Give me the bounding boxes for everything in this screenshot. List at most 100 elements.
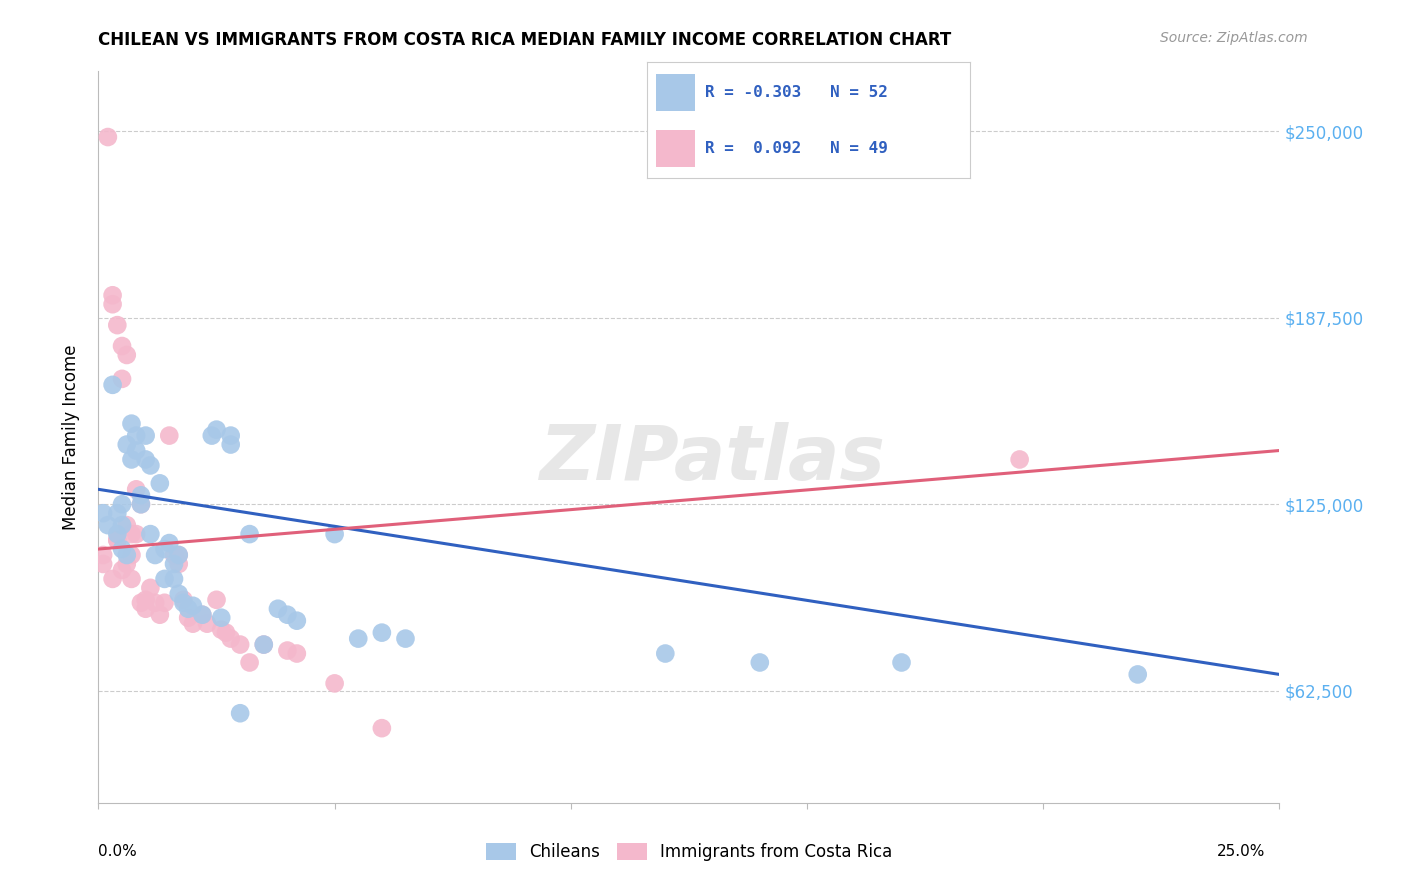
Point bbox=[229, 638, 252, 652]
Point bbox=[91, 557, 114, 571]
Point bbox=[205, 423, 228, 437]
Point bbox=[167, 548, 190, 562]
Text: Source: ZipAtlas.com: Source: ZipAtlas.com bbox=[1160, 31, 1308, 45]
Point bbox=[219, 632, 242, 646]
Point bbox=[105, 318, 128, 332]
Point bbox=[209, 623, 232, 637]
Point bbox=[135, 428, 157, 442]
Point bbox=[115, 348, 138, 362]
Point bbox=[181, 599, 204, 613]
Point bbox=[323, 676, 346, 690]
Point bbox=[129, 488, 152, 502]
Point bbox=[125, 527, 148, 541]
Point bbox=[101, 297, 124, 311]
Point bbox=[253, 638, 276, 652]
Point bbox=[347, 632, 370, 646]
Point bbox=[177, 610, 200, 624]
Text: 0.0%: 0.0% bbox=[98, 845, 138, 859]
Point bbox=[125, 443, 148, 458]
Point bbox=[153, 596, 176, 610]
Point bbox=[172, 592, 194, 607]
Point bbox=[654, 647, 676, 661]
Point bbox=[121, 548, 143, 562]
Point bbox=[1008, 452, 1031, 467]
Point bbox=[111, 518, 134, 533]
Point bbox=[157, 428, 180, 442]
Point bbox=[115, 518, 138, 533]
Point bbox=[121, 572, 143, 586]
Point bbox=[143, 548, 166, 562]
Point bbox=[129, 497, 152, 511]
Point bbox=[239, 527, 262, 541]
Point bbox=[97, 130, 120, 145]
Point bbox=[191, 607, 214, 622]
FancyBboxPatch shape bbox=[657, 129, 696, 167]
Point bbox=[111, 497, 134, 511]
Point bbox=[101, 377, 124, 392]
Point bbox=[111, 339, 134, 353]
Point bbox=[239, 656, 262, 670]
FancyBboxPatch shape bbox=[657, 74, 696, 112]
Point bbox=[371, 625, 394, 640]
Point bbox=[139, 527, 162, 541]
Point bbox=[177, 601, 200, 615]
Point bbox=[219, 437, 242, 451]
Text: CHILEAN VS IMMIGRANTS FROM COSTA RICA MEDIAN FAMILY INCOME CORRELATION CHART: CHILEAN VS IMMIGRANTS FROM COSTA RICA ME… bbox=[98, 31, 952, 49]
Point bbox=[91, 506, 114, 520]
Point bbox=[135, 592, 157, 607]
Point bbox=[105, 506, 128, 520]
Point bbox=[91, 548, 114, 562]
Point bbox=[105, 533, 128, 547]
Point bbox=[153, 572, 176, 586]
Point bbox=[105, 527, 128, 541]
Point bbox=[129, 497, 152, 511]
Point bbox=[201, 428, 224, 442]
Point bbox=[129, 596, 152, 610]
Point bbox=[121, 527, 143, 541]
Point bbox=[229, 706, 252, 721]
Point bbox=[111, 372, 134, 386]
Point bbox=[111, 542, 134, 557]
Point bbox=[101, 572, 124, 586]
Y-axis label: Median Family Income: Median Family Income bbox=[62, 344, 80, 530]
Point bbox=[890, 656, 912, 670]
Point bbox=[167, 548, 190, 562]
Point bbox=[105, 533, 128, 547]
Point bbox=[121, 417, 143, 431]
Point bbox=[215, 625, 238, 640]
Point bbox=[115, 437, 138, 451]
Point bbox=[153, 542, 176, 557]
Point bbox=[163, 557, 186, 571]
Point bbox=[285, 614, 308, 628]
Legend: Chileans, Immigrants from Costa Rica: Chileans, Immigrants from Costa Rica bbox=[479, 836, 898, 868]
Point bbox=[149, 476, 172, 491]
Point bbox=[125, 428, 148, 442]
Text: ZIPatlas: ZIPatlas bbox=[540, 422, 886, 496]
Point bbox=[115, 557, 138, 571]
Point bbox=[276, 643, 298, 657]
Point bbox=[139, 458, 162, 473]
Point bbox=[149, 607, 172, 622]
Point bbox=[285, 647, 308, 661]
Point bbox=[323, 527, 346, 541]
Point bbox=[205, 592, 228, 607]
Text: 25.0%: 25.0% bbox=[1218, 845, 1265, 859]
Point bbox=[121, 452, 143, 467]
Point bbox=[219, 428, 242, 442]
Point bbox=[253, 638, 276, 652]
Point bbox=[101, 288, 124, 302]
Point bbox=[276, 607, 298, 622]
Point bbox=[163, 572, 186, 586]
Point bbox=[143, 596, 166, 610]
Point bbox=[115, 548, 138, 562]
Point bbox=[157, 536, 180, 550]
Point bbox=[209, 610, 232, 624]
Point bbox=[267, 601, 290, 615]
Point bbox=[111, 563, 134, 577]
Point bbox=[167, 587, 190, 601]
Point bbox=[1126, 667, 1149, 681]
Point bbox=[135, 452, 157, 467]
Point bbox=[125, 483, 148, 497]
Point bbox=[135, 601, 157, 615]
Point bbox=[748, 656, 770, 670]
